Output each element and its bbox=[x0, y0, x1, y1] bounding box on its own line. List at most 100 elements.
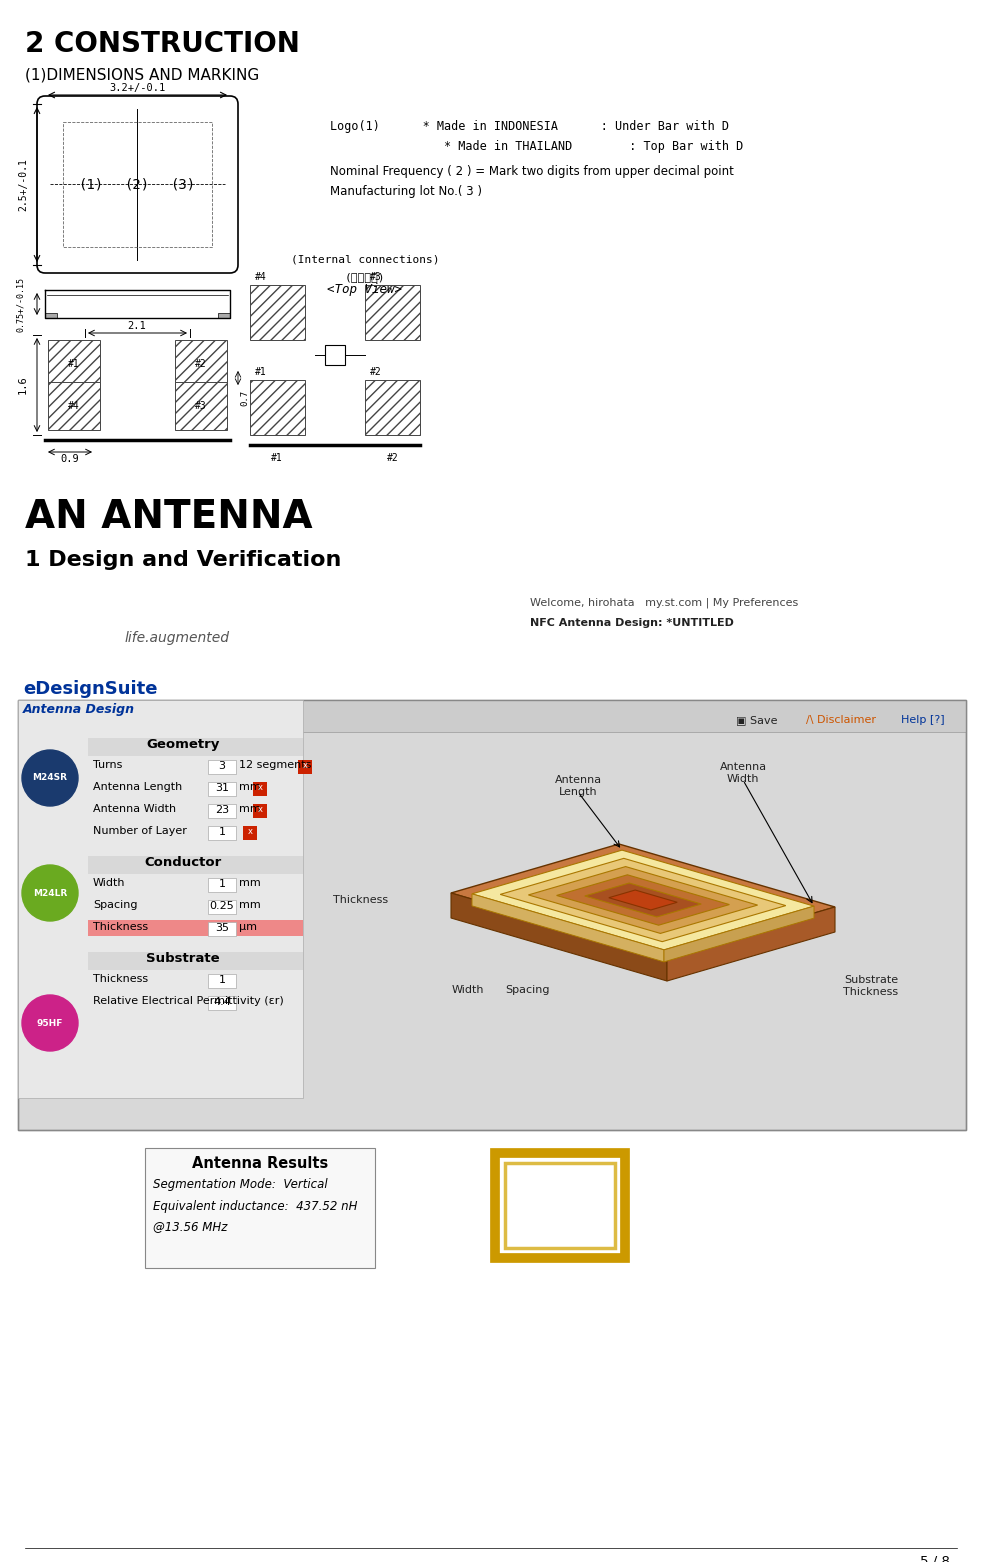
Text: 5 / 8: 5 / 8 bbox=[920, 1556, 950, 1562]
Text: 1: 1 bbox=[219, 879, 226, 889]
Circle shape bbox=[22, 865, 78, 922]
Bar bbox=[18, 700, 966, 1129]
Polygon shape bbox=[48, 383, 100, 430]
Bar bbox=[145, 1148, 375, 1268]
Bar bbox=[88, 920, 303, 936]
Text: Thickness: Thickness bbox=[93, 975, 148, 984]
Text: 95HF: 95HF bbox=[36, 1018, 63, 1028]
Bar bbox=[18, 700, 966, 1129]
Polygon shape bbox=[609, 890, 678, 911]
Polygon shape bbox=[175, 383, 227, 430]
Text: 0.9: 0.9 bbox=[61, 455, 80, 464]
Bar bbox=[208, 783, 236, 797]
Text: Thickness: Thickness bbox=[93, 922, 148, 933]
Text: AN ANTENNA: AN ANTENNA bbox=[25, 498, 312, 536]
Text: x: x bbox=[257, 804, 262, 814]
Text: #2: #2 bbox=[370, 367, 382, 376]
Text: #2: #2 bbox=[195, 359, 207, 369]
Text: Spacing: Spacing bbox=[506, 986, 550, 995]
Bar bbox=[325, 345, 345, 366]
Text: Welcome, hirohata   my.st.com | My Preferences: Welcome, hirohata my.st.com | My Prefere… bbox=[530, 598, 798, 609]
Text: Manufacturing lot No.( 3 ): Manufacturing lot No.( 3 ) bbox=[330, 184, 482, 198]
FancyBboxPatch shape bbox=[37, 95, 238, 273]
Text: 1: 1 bbox=[219, 975, 226, 986]
Text: #4: #4 bbox=[255, 272, 267, 283]
Polygon shape bbox=[500, 859, 786, 942]
Polygon shape bbox=[250, 284, 305, 341]
Text: (1): (1) bbox=[79, 177, 103, 191]
Text: Help [?]: Help [?] bbox=[901, 715, 945, 725]
Bar bbox=[45, 312, 57, 319]
Text: 23: 23 bbox=[215, 804, 229, 815]
Text: x: x bbox=[302, 761, 307, 770]
Text: M24SR: M24SR bbox=[32, 773, 68, 783]
Text: Spacing: Spacing bbox=[93, 900, 137, 911]
Text: 3: 3 bbox=[219, 761, 226, 772]
Polygon shape bbox=[451, 843, 835, 956]
Polygon shape bbox=[664, 906, 814, 962]
Text: life.augmented: life.augmented bbox=[125, 631, 230, 645]
Text: 31: 31 bbox=[215, 783, 229, 793]
Text: 1.6: 1.6 bbox=[18, 375, 28, 394]
Text: Substrate: Substrate bbox=[146, 951, 220, 965]
Text: #4: #4 bbox=[68, 401, 80, 411]
Text: Geometry: Geometry bbox=[146, 737, 220, 751]
Bar bbox=[243, 826, 257, 840]
Polygon shape bbox=[472, 893, 664, 962]
Text: mm: mm bbox=[239, 804, 261, 814]
Text: <Top View>: <Top View> bbox=[328, 283, 403, 297]
Text: Width: Width bbox=[93, 878, 126, 889]
Polygon shape bbox=[30, 912, 108, 972]
Bar bbox=[208, 761, 236, 775]
Text: Width: Width bbox=[452, 986, 484, 995]
Bar bbox=[208, 826, 236, 840]
Text: Antenna Length: Antenna Length bbox=[93, 783, 183, 792]
Polygon shape bbox=[667, 908, 835, 981]
Bar bbox=[88, 856, 303, 875]
Text: Antenna Design: Antenna Design bbox=[23, 703, 135, 715]
Text: 2.5+/-0.1: 2.5+/-0.1 bbox=[18, 158, 28, 211]
Text: (2): (2) bbox=[125, 177, 149, 191]
Bar bbox=[495, 1153, 625, 1257]
Text: Antenna Width: Antenna Width bbox=[93, 804, 176, 814]
Text: Substrate
Thickness: Substrate Thickness bbox=[844, 975, 899, 997]
Text: Turns: Turns bbox=[93, 761, 123, 770]
Bar bbox=[208, 900, 236, 914]
Text: mm: mm bbox=[239, 900, 261, 911]
Bar bbox=[208, 975, 236, 989]
Text: mm: mm bbox=[239, 878, 261, 889]
Text: μm: μm bbox=[239, 922, 257, 933]
Text: Antenna
Width: Antenna Width bbox=[720, 762, 767, 784]
Polygon shape bbox=[585, 883, 701, 917]
Text: x: x bbox=[247, 826, 252, 836]
Bar bbox=[88, 951, 303, 970]
Text: (3): (3) bbox=[171, 177, 195, 191]
Text: NFC Antenna Design: *UNTITLED: NFC Antenna Design: *UNTITLED bbox=[530, 619, 734, 628]
Text: (内部接続): (内部接続) bbox=[345, 272, 385, 283]
Bar bbox=[298, 761, 312, 775]
Text: (1)DIMENSIONS AND MARKING: (1)DIMENSIONS AND MARKING bbox=[25, 69, 259, 83]
Bar bbox=[208, 997, 236, 1011]
Text: M24LR: M24LR bbox=[32, 889, 67, 898]
Text: (Internal connections): (Internal connections) bbox=[291, 255, 439, 266]
Polygon shape bbox=[557, 875, 730, 925]
Polygon shape bbox=[451, 893, 667, 981]
Text: Relative Electrical Permittivity (εr): Relative Electrical Permittivity (εr) bbox=[93, 997, 284, 1006]
Circle shape bbox=[22, 995, 78, 1051]
Text: 1: 1 bbox=[219, 826, 226, 837]
Circle shape bbox=[22, 750, 78, 806]
Bar bbox=[253, 804, 267, 818]
Text: Nominal Frequency ( 2 ) = Mark two digits from upper decimal point: Nominal Frequency ( 2 ) = Mark two digit… bbox=[330, 166, 734, 178]
Polygon shape bbox=[472, 850, 814, 950]
Text: 35: 35 bbox=[215, 923, 229, 933]
Bar bbox=[208, 922, 236, 936]
Polygon shape bbox=[365, 380, 420, 434]
Text: /\ Disclaimer: /\ Disclaimer bbox=[806, 715, 876, 725]
Bar bbox=[208, 878, 236, 892]
Polygon shape bbox=[250, 380, 305, 434]
Text: x: x bbox=[257, 783, 262, 792]
Polygon shape bbox=[175, 341, 227, 387]
Text: #2: #2 bbox=[387, 453, 399, 462]
Bar bbox=[253, 783, 267, 797]
Text: #1: #1 bbox=[255, 367, 267, 376]
